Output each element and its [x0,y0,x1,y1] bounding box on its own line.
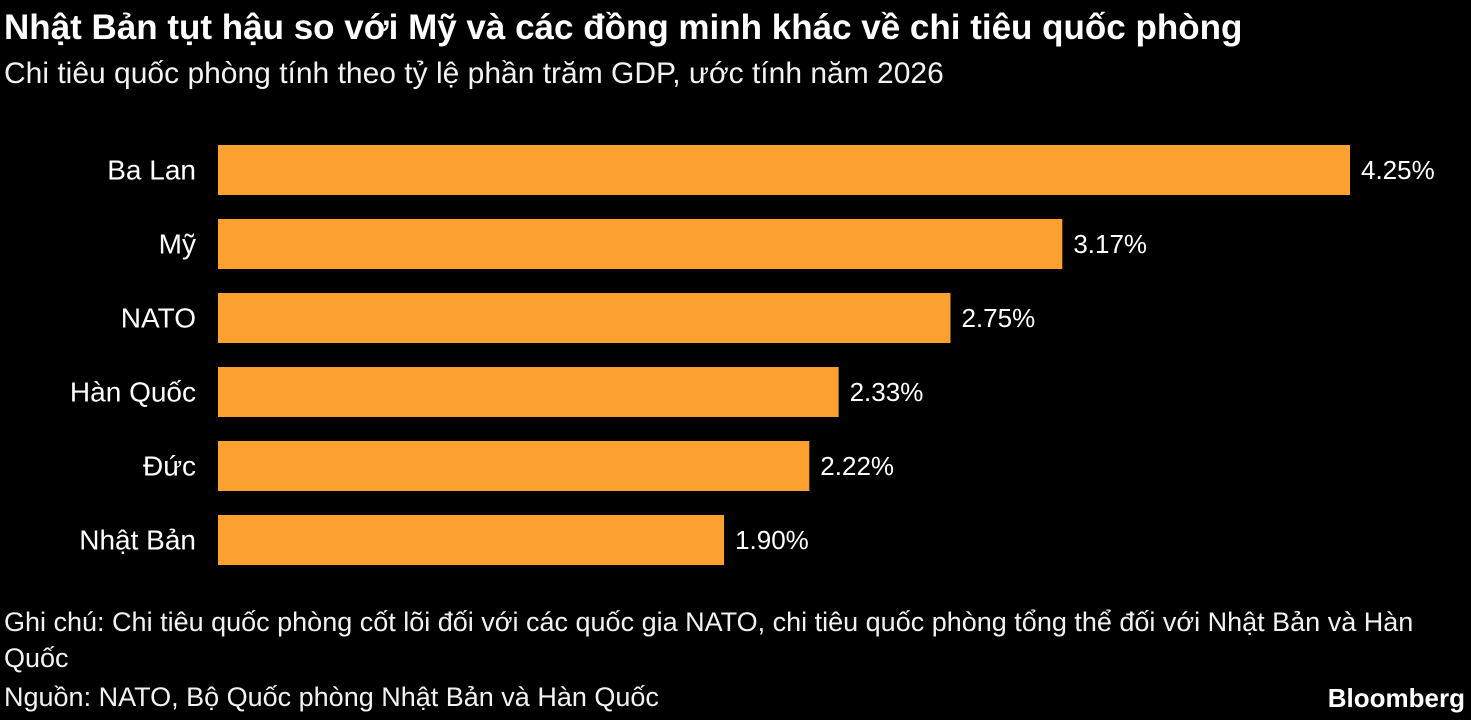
bar [218,515,725,565]
bar [218,145,1350,195]
category-label: Đức [143,451,196,482]
chart-title: Nhật Bản tụt hậu so với Mỹ và các đồng m… [4,8,1243,47]
category-label: Hàn Quốc [70,377,196,408]
bar [218,367,839,417]
value-label: 2.75% [961,303,1035,333]
value-label: 2.22% [820,451,894,481]
bar-chart: Ba Lan 4.25% Mỹ 3.17% NATO 2.75% Hàn Quốc 2.33%… [70,145,1435,565]
value-label: 3.17% [1073,229,1147,259]
value-label: 1.90% [735,525,809,555]
bar [218,293,951,343]
bloomberg-logo: Bloomberg [1327,683,1465,713]
chart-subtitle: Chi tiêu quốc phòng tính theo tỷ lệ phần… [4,57,944,90]
chart-note: Ghi chú: Chi tiêu quốc phòng cốt lõi đối… [4,607,1414,673]
bar [218,441,810,491]
value-label: 2.33% [850,377,924,407]
category-label: Mỹ [159,229,196,260]
category-label: Ba Lan [107,155,196,186]
bar [218,219,1063,269]
category-label: Nhật Bản [79,525,196,556]
value-label: 4.25% [1361,155,1435,185]
category-label: NATO [121,303,196,334]
chart-source: Nguồn: NATO, Bộ Quốc phòng Nhật Bản và H… [4,682,659,712]
